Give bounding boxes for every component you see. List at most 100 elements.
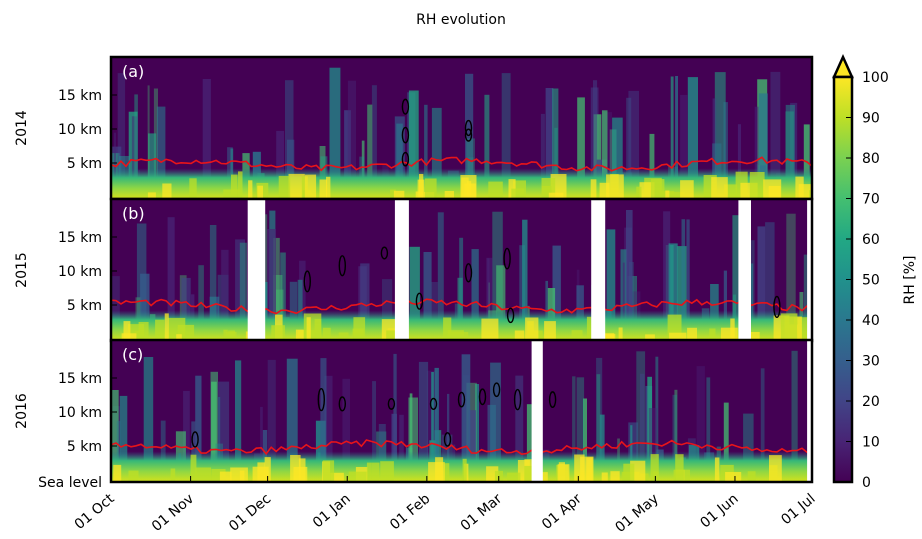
humidity-stripe bbox=[342, 378, 350, 482]
panel-label: (a) bbox=[122, 62, 144, 81]
surface-patch bbox=[720, 327, 738, 340]
humidity-stripe bbox=[160, 420, 166, 482]
surface-patch bbox=[113, 464, 122, 482]
surface-patch bbox=[675, 454, 684, 482]
surface-patch bbox=[123, 321, 131, 340]
surface-patch bbox=[763, 179, 782, 199]
surface-patch bbox=[481, 318, 499, 340]
humidity-stripe bbox=[437, 212, 444, 340]
surface-patch bbox=[665, 190, 670, 199]
x-tick-label: 01 Jun bbox=[697, 491, 741, 532]
humidity-stripe bbox=[628, 90, 639, 199]
humidity-stripe bbox=[576, 377, 585, 482]
x-tick-label: 01 Apr bbox=[539, 491, 585, 533]
humidity-stripe bbox=[465, 73, 474, 199]
colorbar-tick-label: 80 bbox=[862, 151, 880, 167]
humidity-stripe bbox=[273, 237, 280, 340]
humidity-stripe bbox=[515, 375, 524, 482]
surface-patch bbox=[338, 332, 349, 340]
surface-patch bbox=[147, 192, 156, 199]
panel-c bbox=[111, 340, 812, 482]
surface-patch bbox=[195, 467, 212, 482]
y-tick-label: 10 km bbox=[58, 264, 102, 280]
humidity-stripe bbox=[686, 219, 690, 340]
surface-patch bbox=[507, 472, 521, 482]
rh-contour bbox=[773, 295, 781, 319]
humidity-stripe bbox=[484, 94, 490, 199]
rh-contour bbox=[401, 126, 410, 144]
surface-patch bbox=[711, 177, 728, 199]
rh-contour bbox=[457, 391, 466, 408]
humidity-stripe bbox=[461, 354, 471, 482]
panel-b bbox=[111, 199, 812, 340]
rh-contour bbox=[506, 307, 515, 324]
humidity-stripe bbox=[209, 225, 217, 340]
rh-contour bbox=[464, 119, 473, 137]
humidity-stripe bbox=[396, 123, 403, 199]
surface-patch bbox=[164, 313, 169, 340]
surface-patch bbox=[176, 334, 182, 340]
surface-patch bbox=[798, 184, 812, 199]
surface-patch bbox=[709, 328, 716, 340]
y-tick-label: 15 km bbox=[58, 371, 102, 387]
humidity-stripe bbox=[391, 413, 397, 482]
surface-patch bbox=[601, 472, 608, 482]
humidity-stripe bbox=[267, 229, 276, 340]
humidity-stripe bbox=[765, 222, 775, 340]
colorbar-ticks: 0 10 20 30 40 50 60 70 80 90 100 bbox=[846, 70, 889, 491]
humidity-stripe bbox=[786, 213, 796, 340]
surface-patch bbox=[606, 174, 624, 199]
surface-patch bbox=[248, 180, 253, 199]
humidity-stripe bbox=[143, 357, 154, 482]
surface-patch bbox=[293, 466, 308, 482]
humidity-stripe bbox=[674, 389, 678, 482]
x-tick-label: 01 Jan bbox=[310, 491, 354, 531]
surface-patch bbox=[322, 327, 331, 340]
humidity-stripe bbox=[260, 406, 263, 482]
humidity-stripe bbox=[663, 211, 671, 340]
humidity-stripe bbox=[431, 372, 434, 482]
humidity-stripe bbox=[434, 367, 439, 482]
humidity-stripe bbox=[583, 398, 587, 482]
colorbar-tick-label: 0 bbox=[862, 475, 871, 491]
humidity-stripe bbox=[648, 408, 658, 482]
surface-patch bbox=[623, 463, 635, 482]
humidity-stripe bbox=[239, 242, 247, 340]
humidity-stripe bbox=[117, 73, 126, 199]
y-tick-label: 5 km bbox=[67, 156, 102, 172]
surface-patch bbox=[231, 174, 238, 199]
data-gap bbox=[531, 340, 543, 482]
surface-patch bbox=[668, 192, 685, 199]
humidity-stripe bbox=[770, 71, 781, 199]
rh-contour bbox=[401, 98, 410, 115]
humidity-stripe bbox=[596, 357, 603, 482]
panel-year-label: 2014 bbox=[14, 110, 30, 146]
humidity-stripe bbox=[267, 359, 276, 482]
humidity-stripe bbox=[324, 375, 333, 482]
humidity-stripe bbox=[670, 76, 674, 199]
rh-contour bbox=[464, 263, 473, 283]
data-gap bbox=[807, 199, 812, 340]
humidity-stripe bbox=[183, 390, 190, 482]
colorbar-label: RH [%] bbox=[902, 256, 918, 305]
surface-patch bbox=[257, 185, 263, 199]
x-axis: 01 Oct 01 Nov 01 Dec 01 Jan 01 Feb 01 Mar 01 A… bbox=[72, 476, 819, 536]
data-gap bbox=[591, 199, 606, 340]
humidity-stripe bbox=[372, 381, 376, 482]
surface-patch bbox=[219, 471, 232, 482]
surface-patch bbox=[162, 183, 172, 199]
humidity-stripe bbox=[622, 262, 625, 340]
humidity-stripe bbox=[119, 395, 128, 482]
humidity-stripe bbox=[447, 393, 450, 482]
humidity-stripe bbox=[286, 358, 298, 482]
surface-patch bbox=[650, 454, 659, 482]
humidity-stripe bbox=[748, 240, 755, 340]
humidity-stripe bbox=[285, 80, 294, 199]
humidity-stripe bbox=[134, 94, 138, 199]
panel-a bbox=[111, 57, 812, 199]
humidity-stripe bbox=[140, 273, 150, 340]
surface-patch bbox=[128, 470, 139, 482]
humidity-stripe bbox=[167, 217, 175, 340]
surface-patch bbox=[462, 458, 467, 482]
humidity-stripe bbox=[486, 257, 493, 340]
